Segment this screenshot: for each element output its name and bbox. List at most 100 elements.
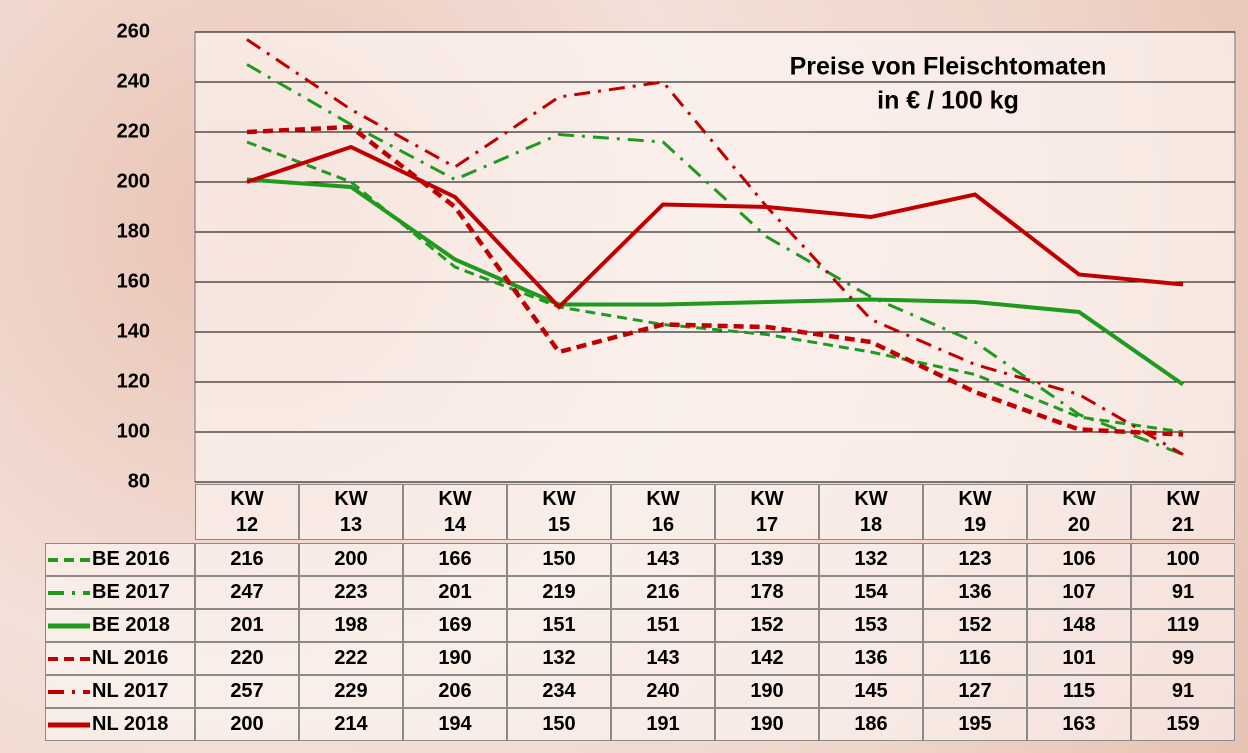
legend-label: BE 2016 [92,548,170,570]
category-label: KW 21 [1166,488,1200,536]
table-value: 190 [715,675,819,708]
legend-cell: BE 2016 [45,543,195,576]
y-tick-label: 240 [117,70,150,92]
table-value: 214 [299,708,403,741]
table-value: 220 [195,642,299,675]
legend-swatch [48,722,90,727]
legend-label: NL 2016 [92,647,169,669]
legend-label: NL 2018 [92,713,169,735]
table-value: 201 [403,576,507,609]
table-value: 148 [1027,609,1131,642]
table-value: 222 [299,642,403,675]
legend-label: NL 2017 [92,680,169,702]
y-tick-label: 80 [128,470,150,492]
y-tick-label: 160 [117,270,150,292]
y-tick-label: 140 [117,320,150,342]
series-line [246,177,1185,387]
legend-swatch [48,623,90,628]
category-cell: KW 15 [507,484,611,540]
category-label: KW 20 [1062,488,1096,536]
table-value: 106 [1027,543,1131,576]
series-line [246,144,1184,310]
table-value: 216 [195,543,299,576]
category-cell: KW 14 [403,484,507,540]
table-value: 99 [1131,642,1235,675]
legend-cell: NL 2018 [45,708,195,741]
table-value: 100 [1131,543,1235,576]
table-value: 127 [923,675,1027,708]
table-value: 194 [403,708,507,741]
table-value: 216 [611,576,715,609]
table-value: 153 [819,609,923,642]
plot-area [194,31,1236,483]
series-line [246,63,1184,456]
table-value: 223 [299,576,403,609]
legend-label: BE 2017 [92,581,170,603]
table-value: 152 [923,609,1027,642]
legend-cell: NL 2017 [45,675,195,708]
table-value: 240 [611,675,715,708]
legend-swatch [48,590,90,595]
y-tick-label: 260 [117,20,150,42]
table-value: 132 [819,543,923,576]
category-cell: KW 20 [1027,484,1131,540]
table-value: 178 [715,576,819,609]
legend-swatch [48,557,90,562]
table-value: 145 [819,675,923,708]
y-tick-label: 180 [117,220,150,242]
table-value: 139 [715,543,819,576]
chart-title: Preise von Fleischtomaten [790,53,1107,81]
table-value: 163 [1027,708,1131,741]
table-value: 143 [611,642,715,675]
table-value: 91 [1131,675,1235,708]
table-value: 143 [611,543,715,576]
table-value: 142 [715,642,819,675]
table-value: 136 [923,576,1027,609]
legend-swatch [48,656,90,661]
table-value: 101 [1027,642,1131,675]
table-value: 119 [1131,609,1235,642]
table-value: 229 [299,675,403,708]
table-value: 247 [195,576,299,609]
category-cell: KW 13 [299,484,403,540]
category-cell: KW 17 [715,484,819,540]
category-cell: KW 18 [819,484,923,540]
table-value: 151 [507,609,611,642]
table-value: 206 [403,675,507,708]
legend-swatch [48,689,90,694]
table-value: 186 [819,708,923,741]
table-value: 136 [819,642,923,675]
legend-cell: NL 2016 [45,642,195,675]
table-value: 257 [195,675,299,708]
category-label: KW 13 [334,488,368,536]
table-value: 191 [611,708,715,741]
table-value: 219 [507,576,611,609]
legend-label: BE 2018 [92,614,170,636]
category-cell: KW 16 [611,484,715,540]
table-value: 150 [507,543,611,576]
y-tick-label: 120 [117,370,150,392]
table-value: 198 [299,609,403,642]
category-label: KW 19 [958,488,992,536]
table-value: 234 [507,675,611,708]
category-label: KW 14 [438,488,472,536]
category-label: KW 12 [230,488,264,536]
category-label: KW 15 [542,488,576,536]
table-value: 169 [403,609,507,642]
y-tick-label: 200 [117,170,150,192]
category-label: KW 18 [854,488,888,536]
table-value: 115 [1027,675,1131,708]
table-value: 116 [923,642,1027,675]
category-label: KW 17 [750,488,784,536]
category-cell: KW 21 [1131,484,1235,540]
table-value: 150 [507,708,611,741]
table-value: 123 [923,543,1027,576]
table-value: 151 [611,609,715,642]
category-cell: KW 19 [923,484,1027,540]
table-value: 201 [195,609,299,642]
series-line [246,124,1184,437]
table-value: 132 [507,642,611,675]
category-cell: KW 12 [195,484,299,540]
